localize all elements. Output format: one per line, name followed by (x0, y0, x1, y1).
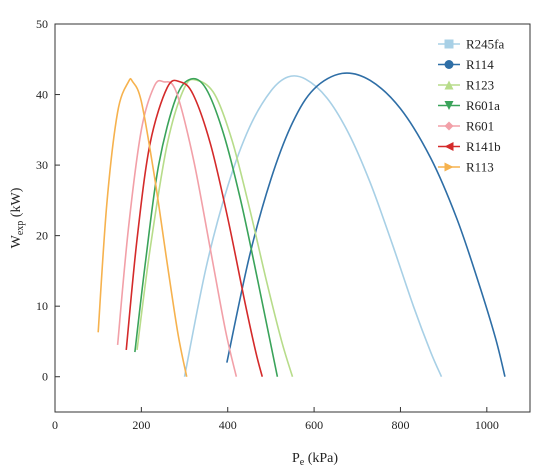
legend-label-r245fa: R245fa (466, 37, 505, 52)
legend-label-r601: R601 (466, 119, 494, 134)
y-tick-label: 40 (36, 88, 48, 102)
legend-marker-r141b (444, 142, 454, 151)
series-line-r113 (97, 77, 188, 377)
x-axis-title-sub: e (300, 457, 305, 468)
plot-frame (54, 23, 531, 413)
legend-label-r113: R113 (466, 160, 494, 175)
series-line-r601a (134, 77, 279, 377)
x-axis-title-main: P (292, 451, 300, 466)
legend-marker-r601a (444, 101, 454, 110)
y-tick-label: 50 (36, 17, 48, 31)
legend-label-r141b: R141b (466, 139, 501, 154)
x-tick-label: 800 (391, 418, 409, 432)
y-axis-title-main: W (9, 234, 24, 248)
series-line-r141b (125, 79, 264, 377)
y-tick-label: 20 (36, 229, 48, 243)
legend-label-r123: R123 (466, 78, 494, 93)
y-tick-label: 0 (42, 370, 48, 384)
y-axis-title-unit: (kW) (9, 187, 24, 220)
x-axis-title: Pe (kPa) (292, 451, 338, 468)
legend-marker-r601 (444, 121, 454, 131)
axis-ticks: 0 200 400 600 800 1000 0 10 20 30 40 50 (36, 17, 499, 432)
y-tick-label: 10 (36, 299, 48, 313)
legend-marker-r113 (444, 162, 454, 172)
series-line-r123 (136, 78, 294, 377)
y-axis-title: Wexp (kW) (9, 187, 26, 248)
legend-marker-r245fa (444, 39, 454, 49)
series-line-r114 (226, 72, 506, 377)
x-tick-label: 1000 (475, 418, 499, 432)
x-axis-title-unit: (kPa) (304, 451, 338, 466)
y-axis-title-sub: exp (15, 221, 26, 235)
x-tick-label: 0 (52, 418, 58, 432)
x-tick-label: 400 (219, 418, 237, 432)
series-line-r601 (116, 79, 238, 377)
legend-marker-r114 (444, 60, 454, 69)
legend-label-r601a: R601a (466, 98, 500, 113)
series-line-r245fa (183, 74, 443, 378)
x-tick-label: 600 (305, 418, 323, 432)
legend-marker-r123 (444, 80, 454, 90)
legend: R245fa R114 R123 R601a R601 R141b R113 (438, 37, 505, 175)
x-tick-label: 200 (132, 418, 150, 432)
series-lines (97, 72, 506, 378)
y-tick-label: 30 (36, 158, 48, 172)
legend-label-r114: R114 (466, 57, 494, 72)
